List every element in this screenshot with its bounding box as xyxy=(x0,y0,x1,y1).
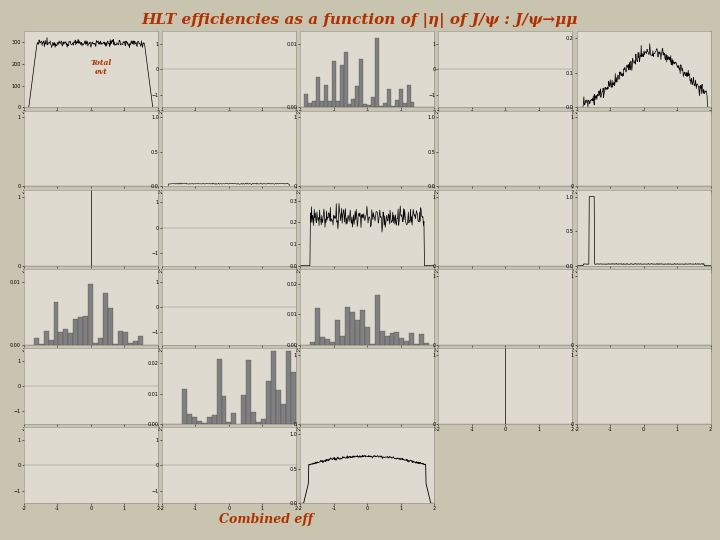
Bar xyxy=(227,422,231,424)
Bar xyxy=(384,336,390,345)
Bar xyxy=(324,85,328,107)
Bar xyxy=(266,381,271,424)
Bar xyxy=(350,312,355,345)
Bar xyxy=(34,338,39,345)
Bar xyxy=(387,90,391,107)
Bar xyxy=(407,85,410,107)
Bar xyxy=(374,295,379,345)
Bar xyxy=(320,337,325,345)
Bar xyxy=(118,331,123,345)
Bar xyxy=(391,105,395,107)
Bar xyxy=(315,308,320,345)
Bar xyxy=(325,339,330,345)
Bar xyxy=(241,395,246,424)
Bar xyxy=(395,100,399,107)
Text: Total
evt: Total evt xyxy=(91,59,112,76)
Bar xyxy=(375,38,379,107)
Bar xyxy=(261,418,266,424)
Bar xyxy=(93,343,98,345)
Bar xyxy=(281,404,286,424)
Bar xyxy=(53,302,58,345)
Bar xyxy=(182,389,186,424)
Bar xyxy=(138,336,143,345)
Bar xyxy=(89,284,93,345)
Bar xyxy=(330,342,335,345)
Bar xyxy=(365,327,369,345)
Bar xyxy=(328,101,332,107)
Bar xyxy=(369,344,374,345)
Bar xyxy=(98,339,103,345)
Bar xyxy=(222,396,227,424)
Bar xyxy=(402,103,407,107)
Bar xyxy=(48,340,53,345)
Bar xyxy=(348,104,351,107)
Bar xyxy=(419,334,424,345)
Text: HLT efficiencies as a function of |η| of J/ψ : J/ψ→μμ: HLT efficiencies as a function of |η| of… xyxy=(142,14,578,29)
Bar xyxy=(360,310,365,345)
Bar xyxy=(231,413,236,424)
Bar xyxy=(291,372,296,424)
Bar xyxy=(424,342,429,345)
Bar xyxy=(355,320,360,345)
Bar xyxy=(405,341,410,345)
Bar xyxy=(286,351,291,424)
Bar xyxy=(207,417,212,424)
Bar xyxy=(383,103,387,107)
Bar xyxy=(212,415,217,424)
Bar xyxy=(108,308,113,345)
Bar xyxy=(340,65,343,107)
Bar xyxy=(63,329,68,345)
Bar xyxy=(379,106,383,107)
Bar xyxy=(202,423,207,424)
Bar xyxy=(364,104,367,107)
Bar xyxy=(251,413,256,424)
Bar xyxy=(113,344,118,345)
Bar xyxy=(128,343,133,345)
Bar xyxy=(340,335,345,345)
Bar xyxy=(343,52,348,107)
Bar xyxy=(256,422,261,424)
Bar xyxy=(186,414,192,424)
Bar xyxy=(310,342,315,345)
Bar xyxy=(217,359,222,424)
Bar xyxy=(192,417,197,424)
Text: Combined eff: Combined eff xyxy=(220,514,313,526)
Bar xyxy=(316,77,320,107)
Bar xyxy=(395,332,400,345)
Bar xyxy=(371,97,375,107)
Bar xyxy=(197,421,202,424)
Bar xyxy=(103,293,108,345)
Bar xyxy=(379,332,384,345)
Bar xyxy=(271,351,276,424)
Bar xyxy=(304,94,308,107)
Bar xyxy=(320,100,324,107)
Bar xyxy=(73,319,78,345)
Bar xyxy=(68,333,73,345)
Bar xyxy=(44,330,48,345)
Bar xyxy=(276,389,281,424)
Bar xyxy=(367,105,371,107)
Bar xyxy=(390,333,395,345)
Bar xyxy=(399,90,402,107)
Bar xyxy=(336,100,340,107)
Bar xyxy=(123,332,128,345)
Bar xyxy=(133,341,138,345)
Bar xyxy=(78,317,84,345)
Bar xyxy=(410,333,414,345)
Bar xyxy=(410,102,415,107)
Bar xyxy=(400,339,405,345)
Bar xyxy=(356,85,359,107)
Bar xyxy=(58,332,63,345)
Bar xyxy=(345,307,350,345)
Bar xyxy=(332,61,336,107)
Bar xyxy=(84,316,89,345)
Bar xyxy=(335,320,340,345)
Bar xyxy=(312,100,316,107)
Bar xyxy=(359,59,364,107)
Bar xyxy=(246,360,251,424)
Bar xyxy=(308,103,312,107)
Bar xyxy=(351,99,356,107)
Bar xyxy=(414,344,419,345)
